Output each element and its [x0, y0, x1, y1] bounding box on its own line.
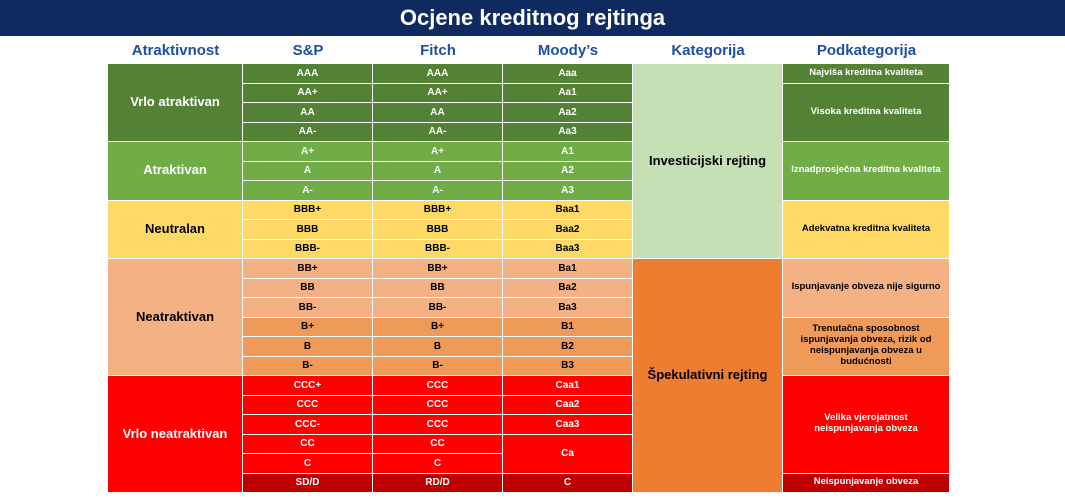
sp-rating-cell: B+: [243, 317, 373, 337]
sp-rating-cell: B: [243, 337, 373, 357]
sp-rating-cell: A-: [243, 181, 373, 201]
fitch-rating-cell: A: [373, 161, 503, 181]
moodys-rating-cell: Caa3: [503, 415, 633, 435]
attractiveness-cell: Atraktivan: [108, 142, 243, 201]
fitch-rating-cell: BB+: [373, 259, 503, 279]
moodys-rating-cell: C: [503, 473, 633, 493]
sp-rating-cell: CCC: [243, 395, 373, 415]
fitch-rating-cell: BBB: [373, 220, 503, 240]
sp-rating-cell: BBB-: [243, 239, 373, 259]
sp-rating-cell: BB+: [243, 259, 373, 279]
attractiveness-cell: Neutralan: [108, 200, 243, 259]
moodys-rating-cell: Aa3: [503, 122, 633, 142]
fitch-rating-cell: AAA: [373, 64, 503, 84]
moodys-rating-cell: Aaa: [503, 64, 633, 84]
moodys-rating-cell: Caa1: [503, 376, 633, 396]
column-header-atraktivnost: Atraktivnost: [131, 41, 220, 59]
fitch-rating-cell: CCC: [373, 415, 503, 435]
moodys-rating-cell: A1: [503, 142, 633, 162]
fitch-rating-cell: B+: [373, 317, 503, 337]
moodys-rating-cell: A3: [503, 181, 633, 201]
sp-rating-cell: B-: [243, 356, 373, 376]
attractiveness-cell: Neatraktivan: [108, 259, 243, 376]
fitch-rating-cell: CCC: [373, 376, 503, 396]
attractiveness-cell: Vrlo atraktivan: [108, 64, 243, 142]
moodys-rating-cell: B3: [503, 356, 633, 376]
fitch-rating-cell: BB: [373, 278, 503, 298]
sp-rating-cell: A: [243, 161, 373, 181]
fitch-rating-cell: RD/D: [373, 473, 503, 493]
moodys-rating-cell: Ba2: [503, 278, 633, 298]
moodys-rating-cell: Aa1: [503, 83, 633, 103]
sp-rating-cell: CC: [243, 434, 373, 454]
sp-rating-cell: SD/D: [243, 473, 373, 493]
moodys-rating-cell: Ca: [503, 434, 633, 474]
fitch-rating-cell: CCC: [373, 395, 503, 415]
moodys-rating-cell: B2: [503, 337, 633, 357]
column-header-podkategorija: Podkategorija: [816, 41, 917, 59]
category-speculative: Špekulativni rejting: [633, 259, 783, 493]
fitch-rating-cell: B-: [373, 356, 503, 376]
fitch-rating-cell: BB-: [373, 298, 503, 318]
sp-rating-cell: CCC+: [243, 376, 373, 396]
moodys-rating-cell: Ba1: [503, 259, 633, 279]
page-title: Ocjene kreditnog rejtinga: [0, 0, 1065, 36]
subcategory-cell: Velika vjerojatnost neispunjavanja obvez…: [783, 376, 950, 474]
moodys-rating-cell: B1: [503, 317, 633, 337]
subcategory-cell: Neispunjavanje obveza: [783, 473, 950, 493]
attractiveness-cell: Vrlo neatraktivan: [108, 376, 243, 493]
column-header-kategorija: Kategorija: [671, 41, 745, 59]
column-header-moodys: Moody’s: [537, 41, 599, 59]
moodys-rating-cell: Baa3: [503, 239, 633, 259]
subcategory-cell: Najviša kreditna kvaliteta: [783, 64, 950, 84]
sp-rating-cell: AA-: [243, 122, 373, 142]
fitch-rating-cell: C: [373, 454, 503, 474]
subcategory-cell: Ispunjavanje obveza nije sigurno: [783, 259, 950, 318]
fitch-rating-cell: AA: [373, 103, 503, 123]
fitch-rating-cell: AA-: [373, 122, 503, 142]
fitch-rating-cell: A-: [373, 181, 503, 201]
subcategory-cell: Visoka kreditna kvaliteta: [783, 83, 950, 142]
sp-rating-cell: BBB: [243, 220, 373, 240]
subcategory-cell: Iznadprosječna kreditna kvaliteta: [783, 142, 950, 201]
sp-rating-cell: AA: [243, 103, 373, 123]
moodys-rating-cell: Ba3: [503, 298, 633, 318]
fitch-rating-cell: A+: [373, 142, 503, 162]
moodys-rating-cell: A2: [503, 161, 633, 181]
sp-rating-cell: BB: [243, 278, 373, 298]
sp-rating-cell: BB-: [243, 298, 373, 318]
sp-rating-cell: AAA: [243, 64, 373, 84]
subcategory-cell: Adekvatna kreditna kvaliteta: [783, 200, 950, 259]
sp-rating-cell: AA+: [243, 83, 373, 103]
sp-rating-cell: CCC-: [243, 415, 373, 435]
moodys-rating-cell: Aa2: [503, 103, 633, 123]
moodys-rating-cell: Baa2: [503, 220, 633, 240]
sp-rating-cell: A+: [243, 142, 373, 162]
column-header-fitch: Fitch: [420, 41, 456, 59]
category-investment: Investicijski rejting: [633, 64, 783, 259]
fitch-rating-cell: BBB+: [373, 200, 503, 220]
column-header-sp: S&P: [292, 41, 324, 59]
fitch-rating-cell: AA+: [373, 83, 503, 103]
fitch-rating-cell: CC: [373, 434, 503, 454]
moodys-rating-cell: Caa2: [503, 395, 633, 415]
fitch-rating-cell: BBB-: [373, 239, 503, 259]
sp-rating-cell: BBB+: [243, 200, 373, 220]
subcategory-cell: Trenutačna sposobnost ispunjavanja obvez…: [783, 317, 950, 376]
moodys-rating-cell: Baa1: [503, 200, 633, 220]
sp-rating-cell: C: [243, 454, 373, 474]
fitch-rating-cell: B: [373, 337, 503, 357]
